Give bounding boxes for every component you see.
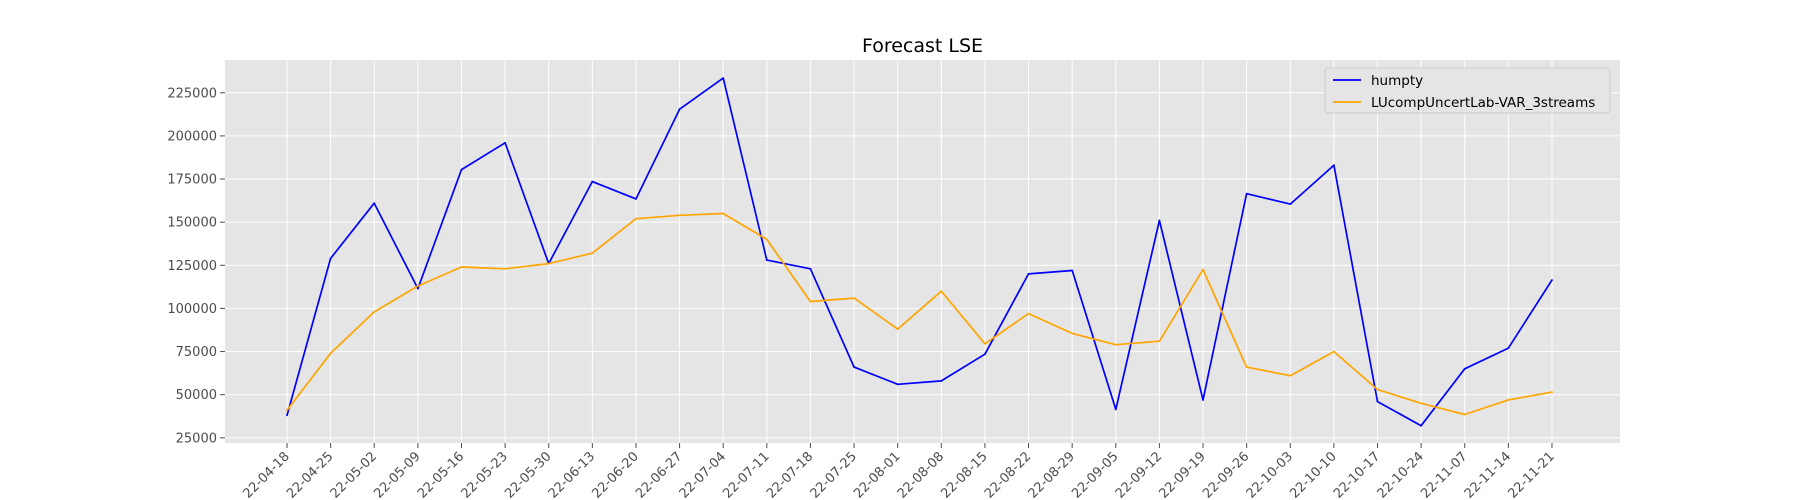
data-point [809,267,812,270]
data-point [635,198,637,200]
data-point [984,342,986,345]
data-point [765,259,768,261]
y-tick-label: 125000 [167,259,217,274]
data-point [1245,366,1248,368]
data-point [286,414,288,417]
data-point [1463,413,1466,416]
data-point [460,168,463,171]
data-point [1202,399,1204,401]
y-tick-label: 75000 [176,345,217,360]
data-point [853,297,855,299]
data-point [1289,203,1292,206]
data-point [1376,400,1379,403]
y-tick-label: 100000 [167,302,217,317]
data-point [1420,424,1422,427]
data-point [678,214,681,217]
legend-box [1324,67,1611,114]
data-point [722,212,725,215]
data-point [722,77,725,79]
data-point [1551,391,1553,393]
data-point [591,180,594,183]
data-point [1158,340,1161,343]
data-point [896,328,899,330]
data-point [635,217,637,220]
data-point [329,257,332,260]
data-point [504,141,506,144]
data-point [1027,273,1030,275]
data-point [1027,312,1030,315]
y-tick-label: 25000 [176,431,217,446]
data-point [940,380,943,382]
data-point [504,267,506,270]
y-tick-label: 150000 [167,216,217,231]
data-point [417,287,419,290]
series-lines [286,77,1553,427]
series-line-0 [286,77,1553,427]
data-point [1507,399,1510,401]
data-point [1376,388,1379,391]
data-point [1245,192,1248,195]
x-axis: 22-04-1822-04-2522-05-0222-05-0922-05-16… [240,443,1558,500]
data-point [1114,343,1117,346]
data-point [1333,350,1335,353]
data-point [809,300,812,303]
y-tick-label: 200000 [167,129,217,144]
data-point [940,290,943,293]
data-point [1289,374,1292,377]
data-point [1202,268,1204,271]
data-point [373,202,376,205]
data-point [1463,367,1466,370]
legend: humpty LUcompUncertLab-VAR_3streams [1324,67,1611,114]
chart-title: Forecast LSE [862,35,983,57]
y-tick-label: 225000 [167,86,217,101]
data-point [678,108,681,111]
data-point [1551,279,1553,281]
data-point [1158,219,1161,222]
y-axis: 25000 50000 75000 100000 125000 150000 175000 2… [167,86,225,446]
series-line-1 [286,212,1553,416]
data-point [1420,402,1422,405]
data-point [373,311,376,313]
data-point [853,366,855,368]
data-point [329,352,332,355]
data-point [765,238,768,241]
data-point [286,409,288,412]
data-point [984,353,986,356]
data-point [460,266,463,268]
legend-label: humpty [1371,73,1423,89]
data-point [1114,408,1117,411]
x-tick-label: 22-11-21 [1505,449,1557,500]
data-point [896,383,899,386]
data-point [417,285,419,287]
grid [225,60,1620,443]
data-point [1071,269,1074,272]
data-point [1507,347,1510,349]
data-point [547,262,550,265]
data-point [1333,164,1335,167]
data-point [1071,332,1074,335]
y-tick-label: 175000 [167,173,217,188]
data-point [591,252,594,255]
plot-background [225,60,1620,443]
y-tick-label: 50000 [176,388,217,403]
legend-label: LUcompUncertLab-VAR_3streams [1371,95,1595,111]
